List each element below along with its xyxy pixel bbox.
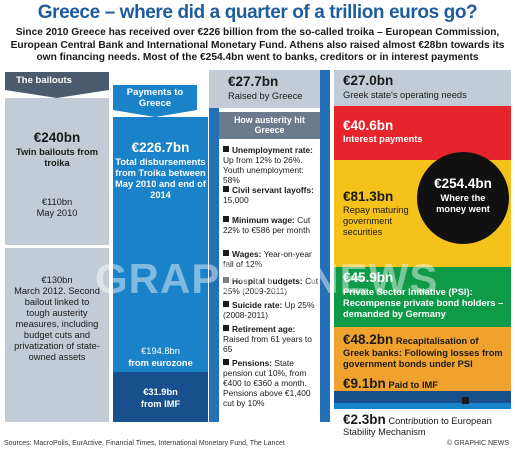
bullet-icon <box>223 359 229 365</box>
bailout-2010-desc: May 2010 <box>36 208 78 218</box>
bailout-2010-value: €110bn <box>41 197 73 207</box>
flow-connector-right <box>320 70 330 422</box>
austerity-item: Unemployment rate: Up from 12% to 26%. Y… <box>223 145 313 185</box>
bullet-icon <box>223 325 229 331</box>
payments-eurozone-value: €194.8bn <box>141 346 180 356</box>
bullet-icon <box>223 146 229 152</box>
austerity-item: Wages: Year-on-year fall of 12% <box>223 249 312 269</box>
psi-desc: Private Sector Initiative (PSI): Recompe… <box>343 287 504 319</box>
bullet-icon <box>223 186 229 192</box>
bullet-icon <box>223 250 229 256</box>
raised-by-greece-desc: Raised by Greece <box>228 91 303 101</box>
austerity-item: Civil servant layoffs: 15,000 <box>223 185 314 205</box>
intro-text: Since 2010 Greece has received over €226… <box>10 27 505 64</box>
interest-desc: Interest payments <box>343 134 423 144</box>
payments-total-value: €226.7bn <box>131 140 190 155</box>
payments-total-bar <box>113 117 208 372</box>
total-desc: Where the money went <box>436 193 490 214</box>
bank-recap-desc: Greek banks: Following losses from gover… <box>343 348 503 369</box>
bailout-2012-bar <box>5 248 109 422</box>
operating-needs-bar <box>334 70 511 106</box>
payments-imf-value: €31.9bn <box>143 387 178 397</box>
austerity-item: Minimum wage: Cut 22% to €586 per month <box>223 215 311 235</box>
bank-recap-desc-a: Recapitalisation of <box>395 336 479 346</box>
austerity-item: Suicide rate: Up 25% (2008-2011) <box>223 300 315 320</box>
payments-imf-bar <box>113 372 208 422</box>
esm-desc: Contribution to European Stability Mecha… <box>343 416 492 437</box>
bailout-2010-bar <box>5 98 109 245</box>
total-value: €254.4bn <box>434 176 492 191</box>
sources: Sources: MacroPolis, EurActive, Financia… <box>4 440 285 447</box>
payments-imf-desc: from IMF <box>140 399 181 409</box>
esm-value: €2.3bn <box>343 412 386 427</box>
raised-by-greece-bar <box>209 70 322 108</box>
bullet-icon <box>223 301 229 307</box>
esm-bar <box>334 403 511 409</box>
bailout-2012-desc: March 2012. Second bailout linked to tou… <box>14 286 100 362</box>
payments-eurozone-desc: from eurozone <box>128 358 193 368</box>
bailout-total-desc: Twin bailouts from troika <box>16 147 98 168</box>
bullet-icon <box>223 277 229 283</box>
imf-paid-value: €9.1bn <box>343 376 386 391</box>
payments-arrow <box>113 110 197 117</box>
bailouts-arrow <box>5 90 109 98</box>
total-circle: €254.4bn Where the money went <box>417 152 509 244</box>
austerity-panel <box>219 141 320 424</box>
interest-value: €40.6bn <box>343 118 394 133</box>
austerity-item: Retirement age: Raised from 61 years to … <box>223 324 312 354</box>
maturing-securities-desc: Repay maturing government securities <box>343 205 409 237</box>
flow-connector-left <box>209 108 219 422</box>
pointer-marker-icon <box>462 397 469 404</box>
operating-needs-value: €27.0bn <box>343 73 394 88</box>
bank-recap-bar <box>334 327 511 391</box>
maturing-securities-value: €81.3bn <box>343 189 394 204</box>
bank-recap-line: €48.2bn Recapitalisation of <box>343 332 509 347</box>
psi-bar <box>334 267 511 327</box>
bailout-2012-value: €130bn <box>41 275 73 285</box>
raised-by-greece-value: €27.7bn <box>228 74 279 89</box>
operating-needs-desc: Greek state's operating needs <box>343 90 467 100</box>
austerity-item: Hospital budgets: Cut 25% (2009-2011) <box>223 276 319 296</box>
imf-paid-bar <box>334 391 511 403</box>
bank-recap-value: €48.2bn <box>343 332 394 347</box>
bailouts-header: The bailouts <box>5 72 109 90</box>
esm-line: €2.3bn Contribution to European Stabilit… <box>343 412 509 438</box>
imf-paid-line: €9.1bn Paid to IMF <box>343 376 438 391</box>
imf-paid-desc: Paid to IMF <box>388 380 438 390</box>
austerity-header: How austerity hit Greece <box>219 112 320 139</box>
psi-value: €45.9bn <box>343 270 394 285</box>
payments-header: Payments to Greece <box>113 85 197 110</box>
page-title: Greece – where did a quarter of a trilli… <box>37 2 478 23</box>
credit: © GRAPHIC NEWS <box>447 440 509 447</box>
interest-bar <box>334 106 511 160</box>
payments-total-desc: Total disbursements from Troika between … <box>115 157 206 200</box>
austerity-item: Pensions: State pension cut 10%, from €4… <box>223 358 311 408</box>
bullet-icon <box>223 216 229 222</box>
bailout-total-value: €240bn <box>33 130 81 145</box>
